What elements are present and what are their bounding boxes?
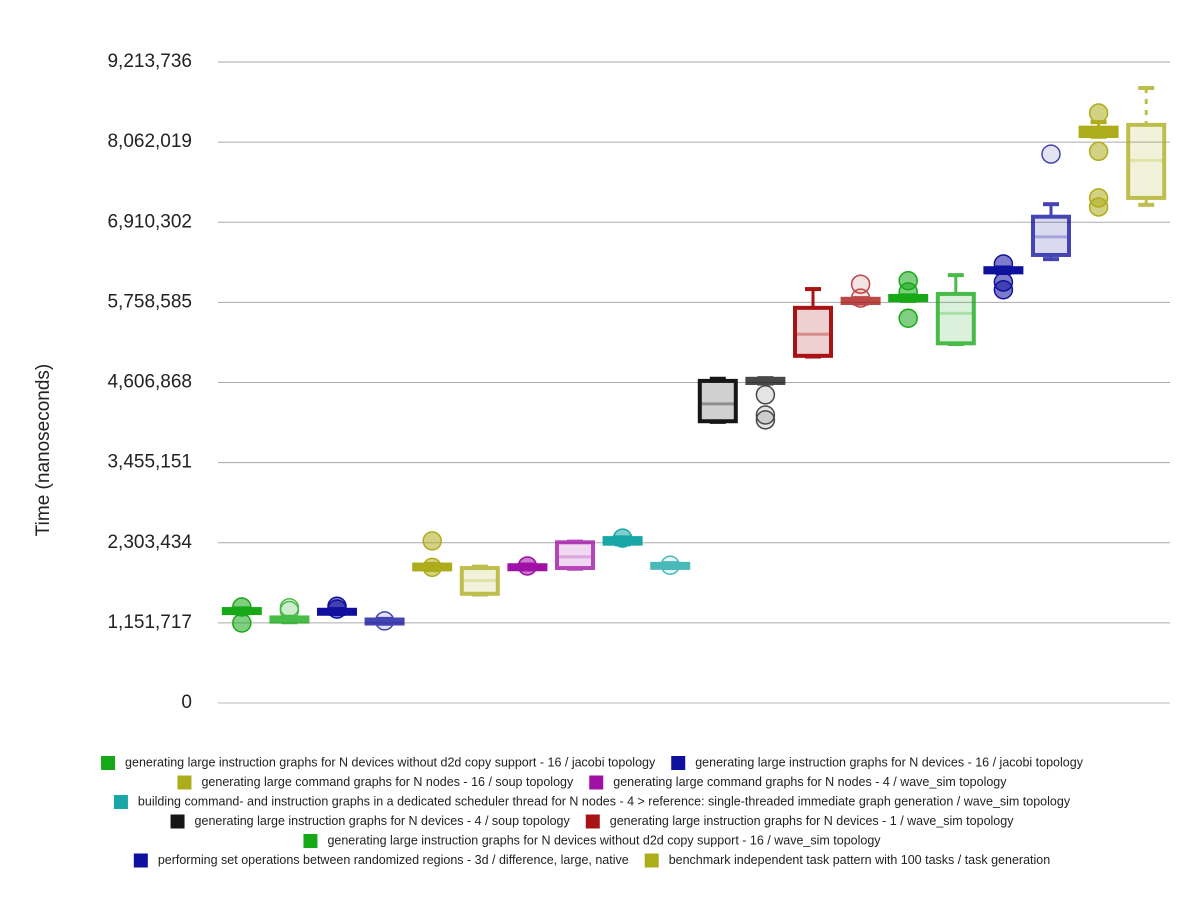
legend-label: building command- and instruction graphs… — [138, 794, 1071, 808]
legend-label: generating large instruction graphs for … — [125, 755, 656, 769]
box — [935, 291, 976, 346]
legend-swatch — [585, 814, 600, 829]
legend-label: performing set operations between random… — [158, 853, 629, 867]
legend-swatch — [644, 853, 659, 868]
box-group — [269, 597, 310, 625]
box-group — [745, 376, 786, 430]
legend-swatch — [170, 814, 185, 829]
outlier — [422, 557, 442, 578]
box-group — [364, 611, 405, 631]
legend-row: generating large command graphs for N no… — [177, 775, 1007, 790]
legend-swatch — [671, 756, 686, 770]
box-group — [983, 254, 1024, 300]
outlier — [898, 282, 918, 302]
legend-swatch — [589, 775, 604, 790]
outlier — [1088, 197, 1109, 217]
outlier — [755, 405, 776, 425]
legend-row: generating large instruction graphs for … — [303, 833, 881, 848]
box — [697, 378, 738, 424]
y-tick-label: 4,606,868 — [107, 372, 192, 393]
box-group — [650, 555, 691, 576]
box-group — [1126, 86, 1167, 207]
legend-swatch — [101, 756, 116, 770]
outlier — [1088, 103, 1109, 123]
box-group — [840, 274, 881, 308]
outlier — [517, 556, 538, 576]
legend-row: building command- and instruction graphs… — [113, 794, 1071, 809]
legend-swatch — [303, 834, 318, 848]
box-group — [1031, 144, 1071, 262]
box-group — [602, 528, 643, 548]
box-group — [412, 531, 453, 578]
y-axis-label: Time (nanoseconds) — [33, 364, 54, 536]
box-group — [507, 556, 548, 576]
outlier — [374, 611, 395, 631]
outlier — [612, 528, 633, 548]
outlier — [1041, 144, 1061, 164]
legend-label: generating large instruction graphs for … — [695, 755, 1083, 769]
box — [555, 540, 595, 571]
outlier — [898, 308, 918, 329]
y-tick-label: 9,213,736 — [107, 51, 192, 72]
legend-row: performing set operations between random… — [133, 853, 1051, 868]
outlier — [1088, 141, 1109, 162]
y-tick-label: 6,910,302 — [107, 211, 192, 232]
box-group — [697, 376, 738, 424]
legend-swatch — [177, 775, 192, 790]
box-group — [888, 270, 929, 329]
outlier — [993, 280, 1014, 300]
outlier — [422, 531, 442, 551]
legend-label: generating large instruction graphs for … — [195, 814, 571, 828]
legend-label: benchmark independent task pattern with … — [669, 853, 1051, 867]
y-tick-label: 2,303,434 — [107, 532, 192, 553]
legend-label: generating large instruction graphs for … — [327, 833, 881, 847]
y-tick-label: 8,062,019 — [107, 131, 192, 152]
box — [793, 305, 833, 358]
box-group — [935, 273, 976, 347]
box-group — [555, 539, 595, 571]
legend-label: generating large instruction graphs for … — [610, 814, 1014, 828]
outlier — [755, 385, 776, 405]
y-tick-label: 5,758,585 — [107, 291, 192, 312]
legend-label: generating large command graphs for N no… — [613, 775, 1007, 789]
outlier — [850, 274, 871, 294]
outlier — [279, 600, 300, 621]
legend-swatch — [113, 795, 128, 809]
y-tick-label: 0 — [181, 692, 192, 713]
box — [459, 566, 500, 596]
box-group — [793, 287, 833, 359]
outlier — [993, 254, 1014, 274]
outlier — [755, 410, 776, 430]
outlier — [660, 555, 680, 576]
legend-label: generating large command graphs for N no… — [201, 775, 574, 789]
legend-swatch — [133, 853, 148, 868]
y-tick-label: 1,151,717 — [107, 612, 192, 633]
outlier — [232, 613, 252, 633]
box-group — [459, 564, 500, 597]
legend-row: generating large instruction graphs for … — [101, 755, 1084, 770]
box — [1126, 122, 1167, 200]
box-group — [1078, 103, 1119, 217]
box — [1031, 214, 1071, 257]
outlier — [327, 599, 347, 619]
box-group — [221, 597, 262, 633]
legend-row: generating large instruction graphs for … — [170, 814, 1014, 829]
box-group — [317, 596, 357, 619]
outlier — [850, 288, 871, 308]
y-tick-label: 3,455,151 — [107, 452, 192, 473]
